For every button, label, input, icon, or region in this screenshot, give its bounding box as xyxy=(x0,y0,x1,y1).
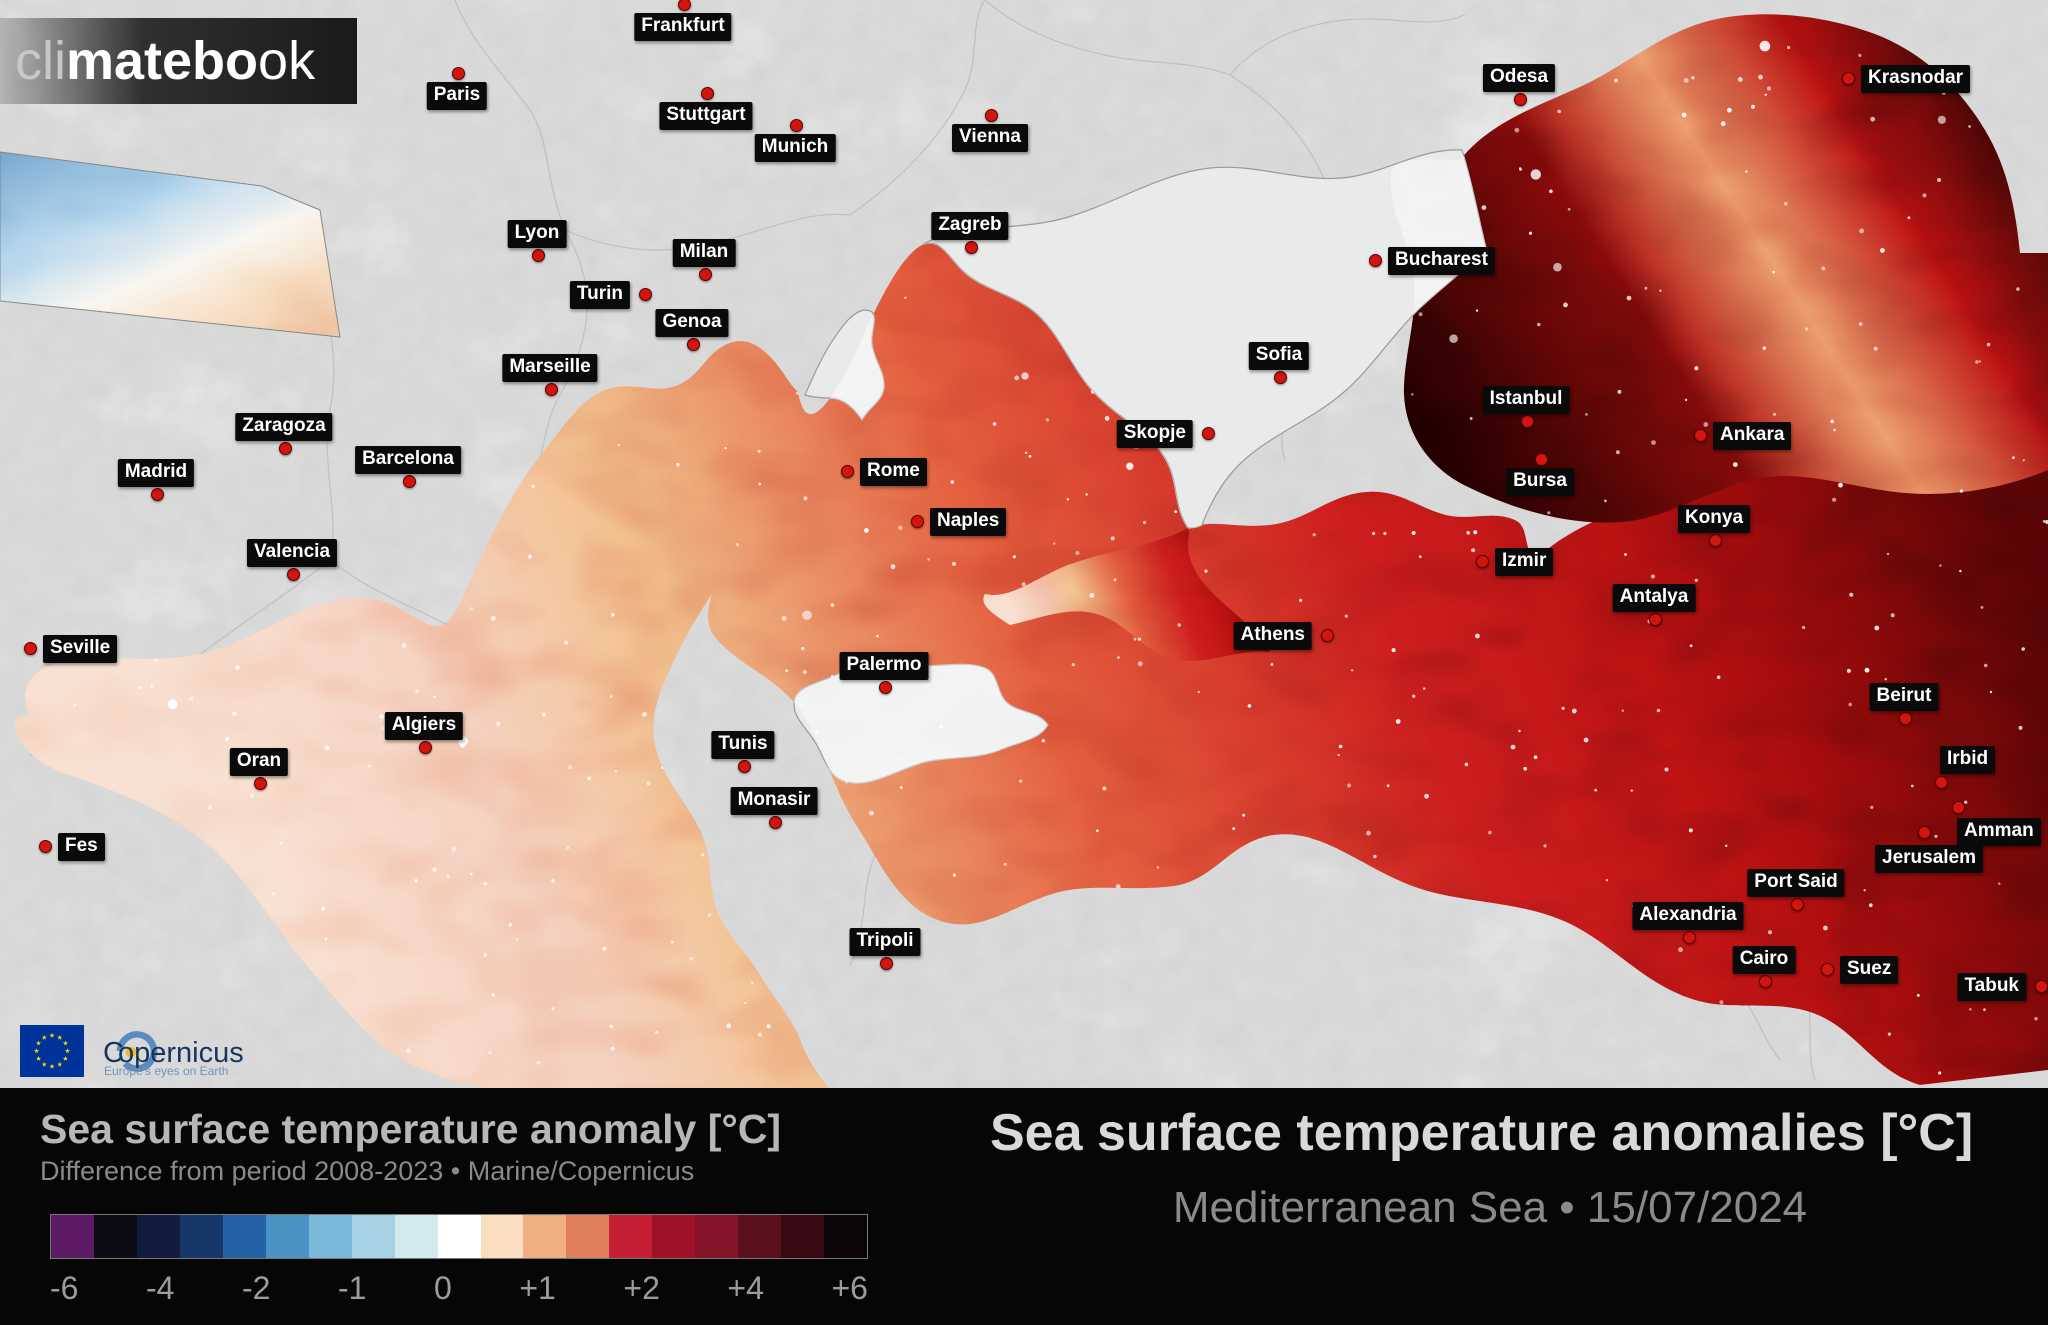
svg-text:Europe's eyes on Earth: Europe's eyes on Earth xyxy=(104,1064,228,1078)
